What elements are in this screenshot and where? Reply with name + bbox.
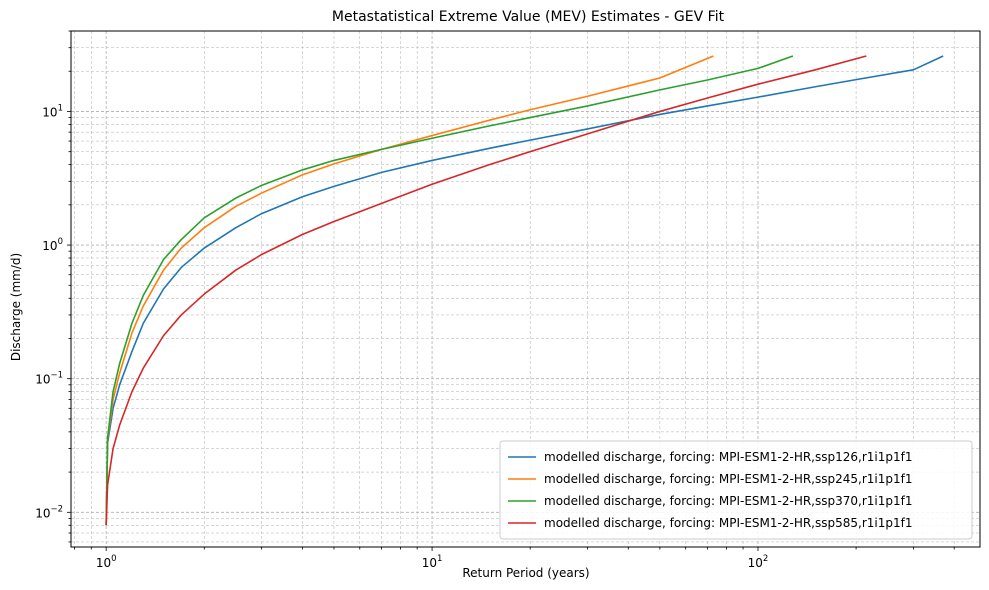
legend-box <box>499 440 973 540</box>
legend: modelled discharge, forcing: MPI-ESM1-2-… <box>499 440 973 540</box>
chart-title: Metastatistical Extreme Value (MEV) Esti… <box>332 9 725 25</box>
tick-layer: 100 101 102 10−2 10−1 100 101 <box>35 30 955 570</box>
x-tick-label: 102 <box>748 554 769 570</box>
x-tick-label: 100 <box>96 554 117 570</box>
legend-label: modelled discharge, forcing: MPI-ESM1-2-… <box>544 450 912 464</box>
plot-frame <box>70 30 981 548</box>
series-layer <box>105 55 944 526</box>
series-line-2 <box>105 55 714 526</box>
x-axis-label: Return Period (years) <box>462 566 589 580</box>
series-line-3 <box>105 55 794 526</box>
series-line-1 <box>105 55 944 526</box>
y-tick-label: 101 <box>42 103 63 119</box>
y-tick-label: 10−2 <box>35 504 63 520</box>
series-line-4 <box>105 55 867 526</box>
legend-label: modelled discharge, forcing: MPI-ESM1-2-… <box>544 516 912 530</box>
y-axis-label: Discharge (mm/d) <box>9 253 23 361</box>
y-tick-label: 100 <box>42 237 63 253</box>
x-tick-label: 101 <box>422 554 443 570</box>
y-tick-label: 10−1 <box>35 371 63 387</box>
legend-label: modelled discharge, forcing: MPI-ESM1-2-… <box>544 494 912 508</box>
legend-label: modelled discharge, forcing: MPI-ESM1-2-… <box>544 472 912 486</box>
